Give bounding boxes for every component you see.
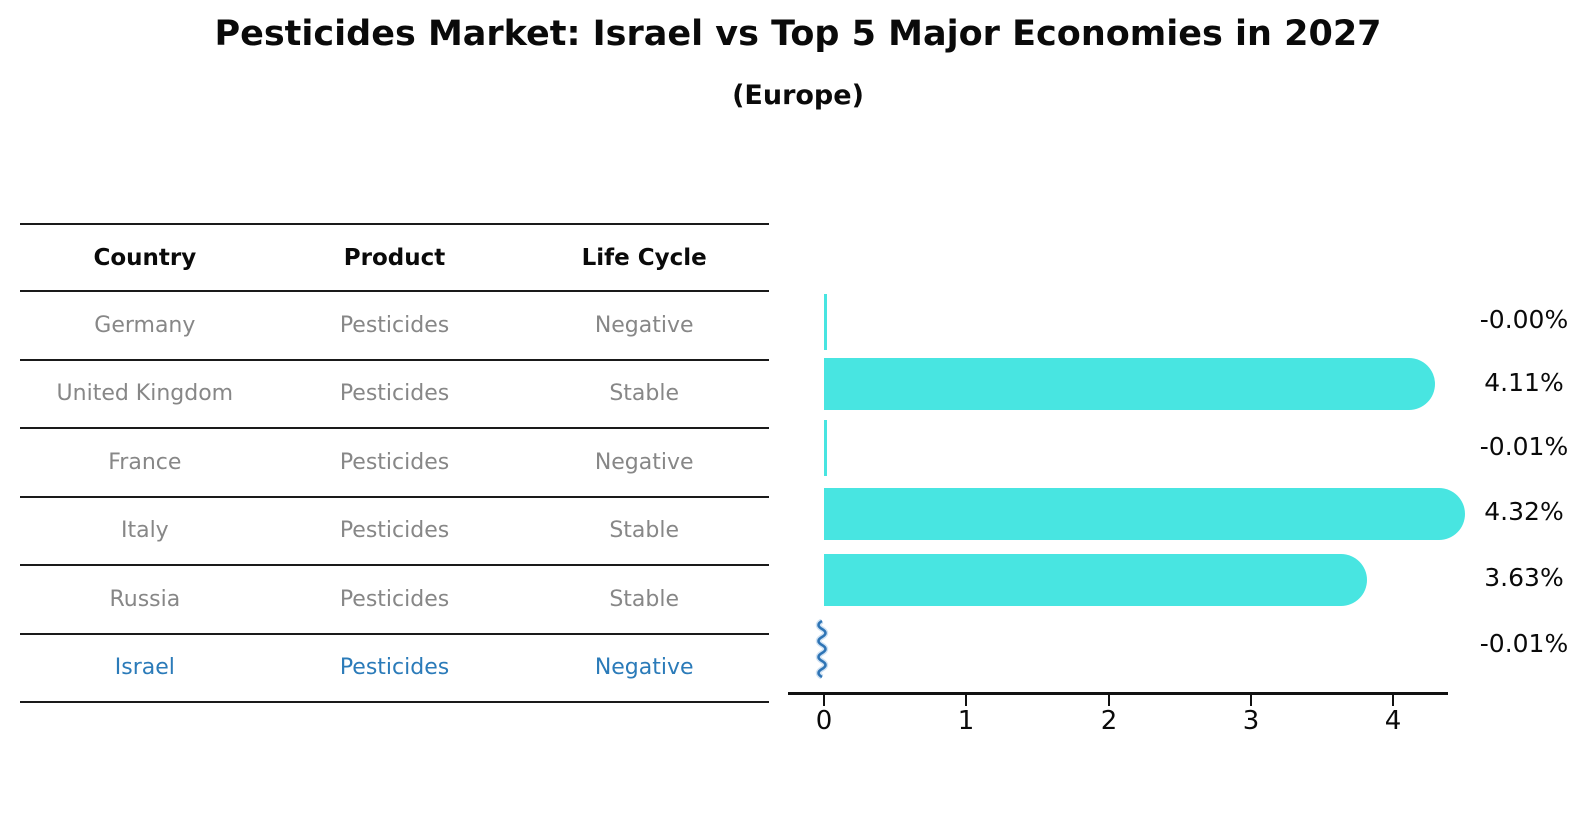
x-tick-label: 1 — [957, 706, 975, 736]
value-label-israel: -0.01% — [1479, 629, 1569, 658]
table-row-russia: Russia Pesticides Stable — [20, 564, 769, 633]
cell-life-cycle: Stable — [609, 586, 680, 612]
cell-life-cycle: Negative — [594, 655, 694, 681]
column-header-life-cycle: Life Cycle — [581, 244, 707, 271]
x-tick-label: 3 — [1242, 706, 1260, 736]
table-row-italy: Italy Pesticides Stable — [20, 495, 769, 565]
value-label-italy: 4.32% — [1484, 497, 1564, 526]
x-tick-mark — [965, 695, 967, 706]
cell-country: Italy — [120, 518, 169, 544]
cell-country: Israel — [114, 655, 175, 681]
bar-germany — [824, 294, 827, 350]
page-title: Pesticides Market: Israel vs Top 5 Major… — [214, 14, 1382, 54]
bar-france — [824, 420, 827, 476]
page-subtitle: (Europe) — [732, 80, 864, 111]
cell-product: Pesticides — [339, 586, 450, 612]
x-tick-mark — [1392, 695, 1394, 706]
value-label-russia: 3.63% — [1484, 563, 1564, 592]
value-label-united-kingdom: 4.11% — [1484, 368, 1564, 397]
cell-product: Pesticides — [339, 381, 450, 407]
cell-life-cycle: Stable — [609, 518, 680, 544]
cell-product: Pesticides — [339, 312, 450, 338]
cell-country: France — [108, 449, 182, 475]
cell-country: Russia — [109, 586, 181, 612]
column-header-country: Country — [93, 244, 197, 271]
value-label-germany: -0.00% — [1479, 305, 1569, 334]
table-row-germany: Germany Pesticides Negative — [20, 290, 769, 359]
table-row-france: France Pesticides Negative — [20, 427, 769, 496]
bar-russia — [824, 554, 1367, 606]
x-axis-line — [788, 692, 1448, 695]
cell-life-cycle: Stable — [609, 381, 680, 407]
cell-life-cycle: Negative — [594, 312, 694, 338]
x-tick-mark — [1108, 695, 1110, 706]
column-header-product: Product — [343, 244, 446, 271]
x-tick-mark — [823, 695, 825, 706]
value-label-france: -0.01% — [1479, 432, 1569, 461]
x-tick-label: 2 — [1100, 706, 1118, 736]
bar-united-kingdom — [824, 358, 1435, 410]
table-row-united-kingdom: United Kingdom Pesticides Stable — [20, 358, 769, 428]
cell-life-cycle: Negative — [594, 449, 694, 475]
table-row-israel: Israel Pesticides Negative — [20, 632, 769, 702]
cell-product: Pesticides — [339, 518, 450, 544]
bar-israel-squiggle-marker — [815, 619, 829, 679]
cell-product: Pesticides — [339, 449, 450, 475]
x-tick-label: 4 — [1384, 706, 1402, 736]
cell-product: Pesticides — [339, 655, 450, 681]
table-header-row: Country Product Life Cycle — [20, 223, 769, 290]
bar-italy — [824, 488, 1465, 540]
cell-country: United Kingdom — [56, 381, 234, 407]
cell-country: Germany — [94, 312, 196, 338]
country-table: Country Product Life Cycle Germany Pesti… — [20, 223, 769, 703]
x-tick-mark — [1250, 695, 1252, 706]
x-tick-label: 0 — [815, 706, 833, 736]
